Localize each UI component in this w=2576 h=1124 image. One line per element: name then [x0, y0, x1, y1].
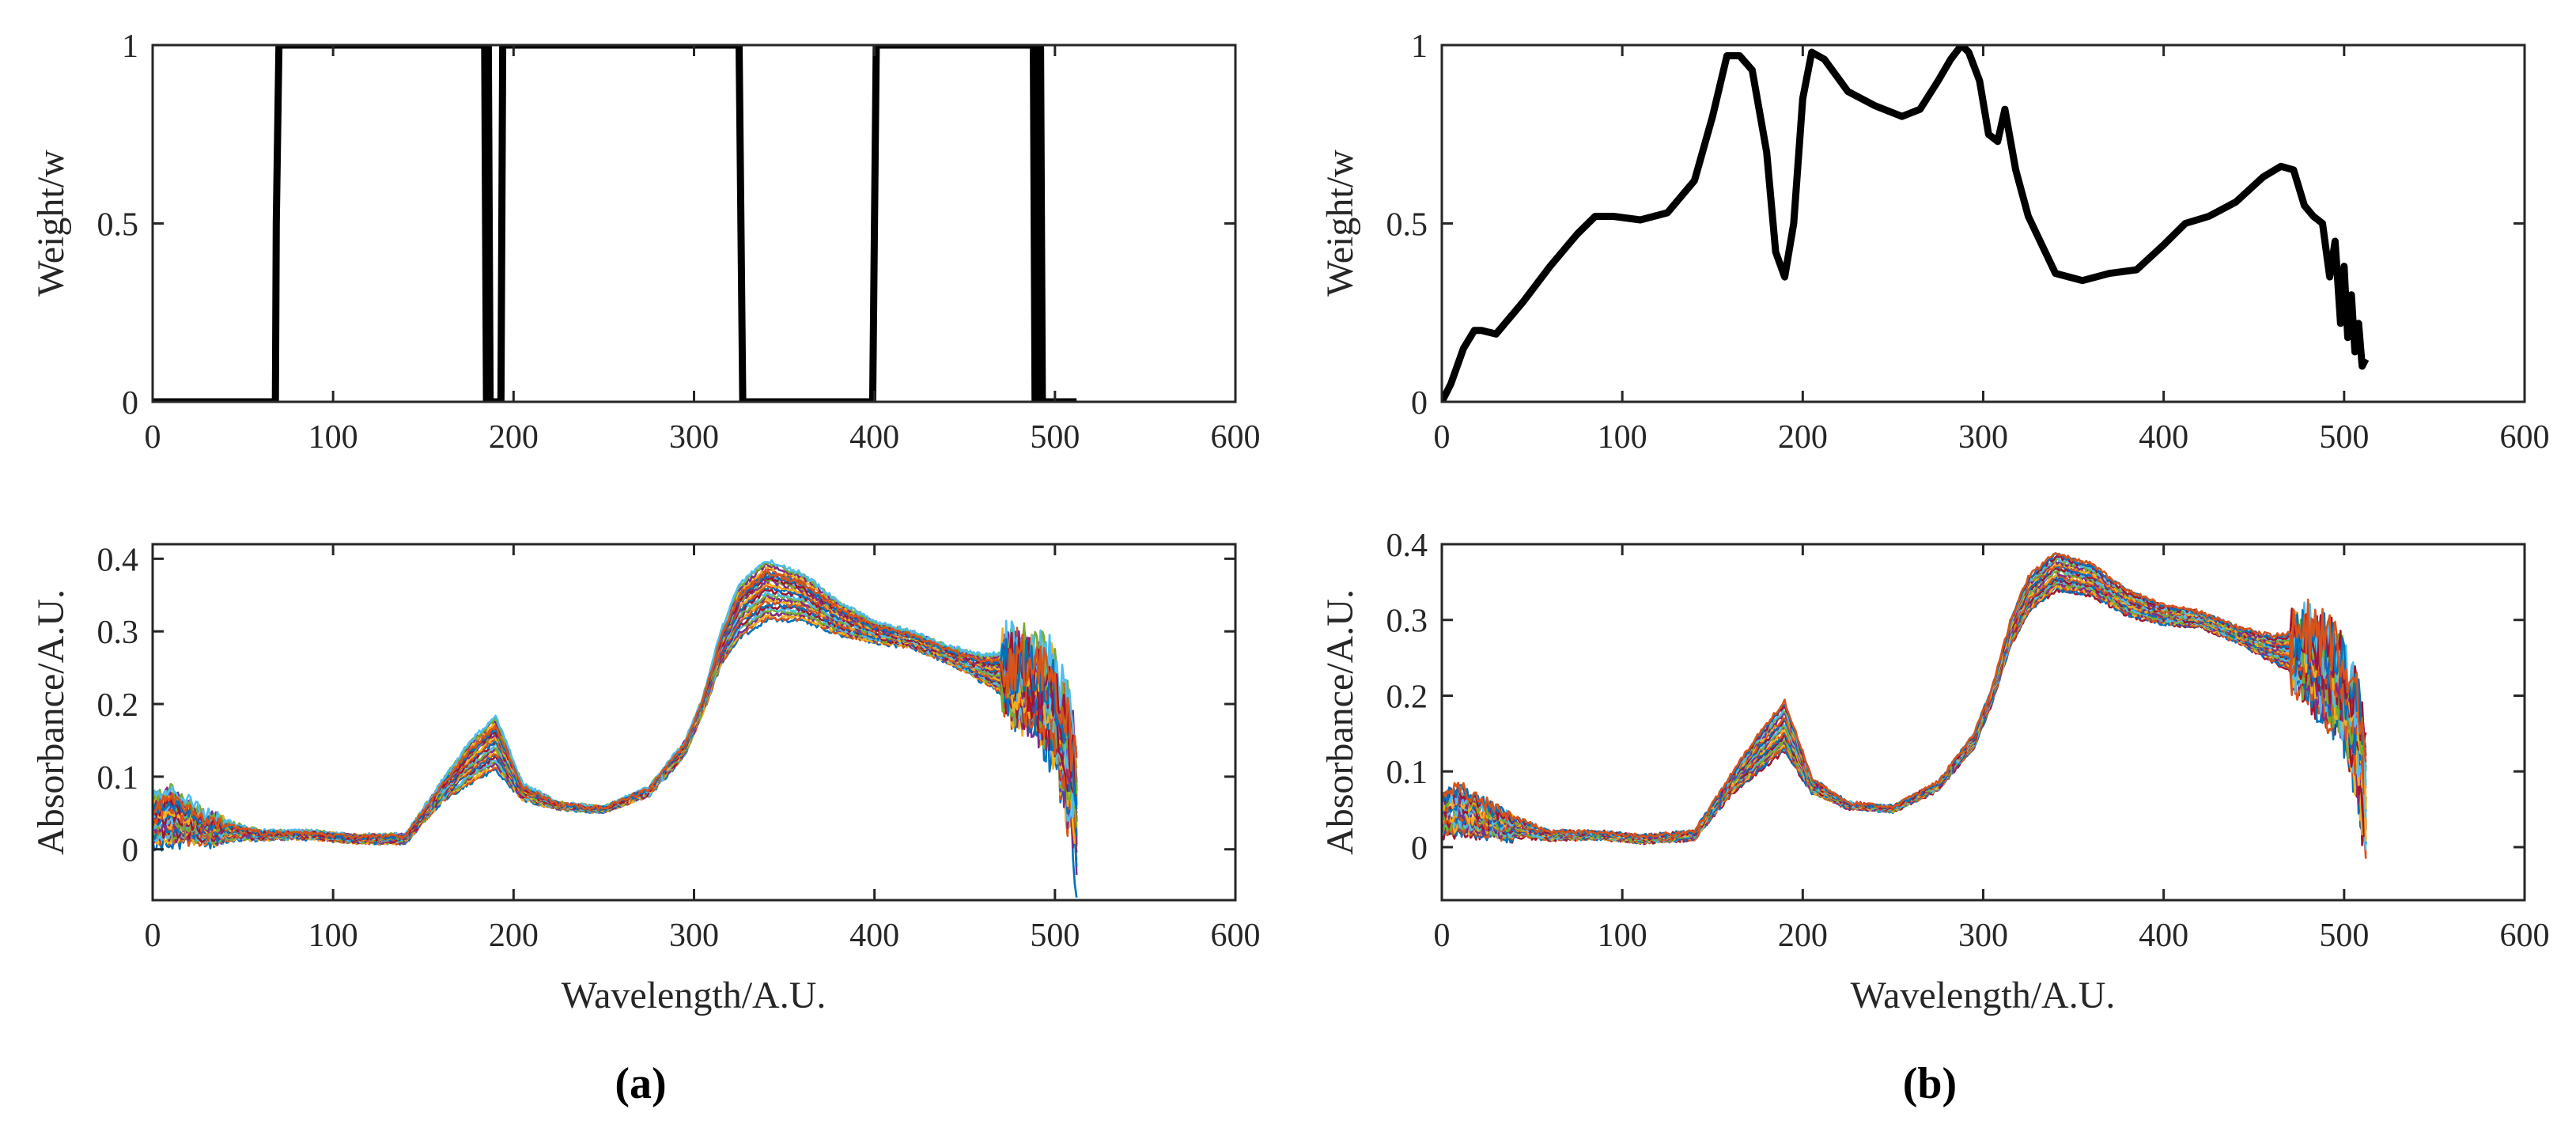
- y-tick-label: 0.5: [97, 207, 139, 244]
- y-axis-label: Weight/w: [30, 149, 72, 297]
- x-tick-label: 100: [308, 918, 358, 954]
- x-tick-label: 300: [1958, 419, 2008, 456]
- x-tick-label: 0: [145, 419, 161, 456]
- x-tick-label: 100: [308, 419, 358, 456]
- y-tick-label: 0.3: [1386, 604, 1428, 640]
- x-tick-label: 300: [669, 918, 719, 954]
- spectrum-line: [1442, 555, 2367, 840]
- spectrum-line: [153, 561, 1078, 838]
- plot-area: [1442, 45, 2370, 402]
- plot-area: [153, 45, 1077, 402]
- x-tick-label: 600: [2500, 918, 2550, 954]
- x-tick-label: 400: [2139, 419, 2188, 456]
- spectrum-line: [153, 562, 1078, 839]
- spectrum-line: [153, 577, 1078, 841]
- spectrum-line: [153, 575, 1077, 841]
- spectrum-line: [1442, 552, 2367, 839]
- x-tick-label: 400: [849, 918, 899, 954]
- y-tick-label: 0: [122, 833, 138, 869]
- x-tick-label: 0: [145, 918, 161, 954]
- y-tick-label: 0.5: [1386, 207, 1428, 244]
- spectrum-line: [1442, 552, 2367, 839]
- y-tick-label: 0.4: [1386, 528, 1428, 564]
- y-axis-label: Absorbance/A.U.: [30, 589, 72, 855]
- x-tick-label: 600: [1211, 419, 1261, 456]
- panel-label-b: (b): [1903, 1059, 1957, 1108]
- x-axis-label: Wavelength/A.U.: [1851, 975, 2116, 1016]
- x-tick-label: 500: [2319, 918, 2369, 954]
- spectrum-line: [153, 573, 1078, 840]
- y-tick-label: 0.2: [1386, 679, 1428, 715]
- y-tick-label: 0: [1411, 831, 1428, 867]
- x-tick-label: 600: [2500, 419, 2550, 456]
- x-tick-label: 300: [1958, 918, 2008, 954]
- spectrum-line: [1442, 578, 2367, 850]
- spectrum-line: [1442, 557, 2367, 839]
- plot-a-weight: 0 100 200 300 400 500 600 0 0.5 1 Weight/w: [30, 28, 1261, 456]
- x-tick-label: 0: [1434, 419, 1451, 456]
- spectrum-line: [153, 567, 1078, 840]
- x-tick-label: 500: [1030, 419, 1080, 456]
- y-axis-label: Weight/w: [1319, 149, 1361, 297]
- y-tick-label: 0.1: [97, 760, 139, 797]
- y-tick-label: 1: [1411, 28, 1428, 65]
- x-tick-label: 200: [1778, 918, 1828, 954]
- x-tick-label: 500: [2319, 419, 2369, 456]
- y-tick-label: 0.2: [97, 687, 139, 724]
- spectrum-line: [153, 573, 1078, 841]
- x-axis-label: Wavelength/A.U.: [562, 975, 827, 1016]
- spectrum-line: [153, 616, 1078, 898]
- panel-label-a: (a): [615, 1059, 666, 1108]
- plot-area: [1442, 552, 2367, 859]
- spectrum-line: [1442, 559, 2367, 840]
- y-tick-label: 0: [1411, 385, 1428, 422]
- spectrum-line: [1442, 563, 2367, 840]
- x-tick-label: 200: [489, 918, 539, 954]
- series-line-weight: [1442, 45, 2370, 402]
- plot-b-weight: 0 100 200 300 400 500 600 0 0.5 1 Weight/w: [1319, 28, 2550, 456]
- plot-a-absorbance: 0 100 200 300 400 500 600 0 0.1 0.2 0.3 0.4 Absorba…: [30, 542, 1261, 1016]
- spectrum-line: [1442, 562, 2367, 841]
- x-tick-label: 100: [1598, 918, 1647, 954]
- x-tick-label: 0: [1434, 918, 1451, 954]
- x-tick-label: 200: [489, 419, 539, 456]
- x-tick-label: 400: [2139, 918, 2188, 954]
- series-line-weight: [153, 45, 1077, 402]
- x-tick-label: 200: [1778, 419, 1828, 456]
- spectrum-line: [153, 570, 1078, 840]
- spectrum-line: [1442, 554, 2367, 839]
- plot-b-absorbance: 0 100 200 300 400 500 600 0 0.1 0.2 0.3 0.4 Absorba…: [1319, 528, 2550, 1016]
- spectrum-line: [153, 565, 1078, 839]
- y-tick-label: 0: [122, 385, 138, 422]
- x-tick-label: 300: [669, 419, 719, 456]
- x-tick-label: 400: [849, 419, 899, 456]
- spectrum-line: [153, 572, 1078, 840]
- y-tick-label: 1: [122, 28, 138, 65]
- x-tick-label: 100: [1598, 419, 1647, 456]
- plot-area: [153, 558, 1078, 898]
- y-tick-label: 0.1: [1386, 755, 1428, 791]
- y-tick-label: 0.4: [97, 542, 139, 578]
- y-tick-label: 0.3: [97, 615, 139, 651]
- spectrum-line: [153, 558, 1078, 838]
- x-tick-label: 600: [1211, 918, 1261, 954]
- x-tick-label: 500: [1030, 918, 1080, 954]
- y-axis-label: Absorbance/A.U.: [1319, 589, 1361, 855]
- spectrum-line: [153, 570, 1078, 840]
- axes-frame: [151, 44, 1237, 403]
